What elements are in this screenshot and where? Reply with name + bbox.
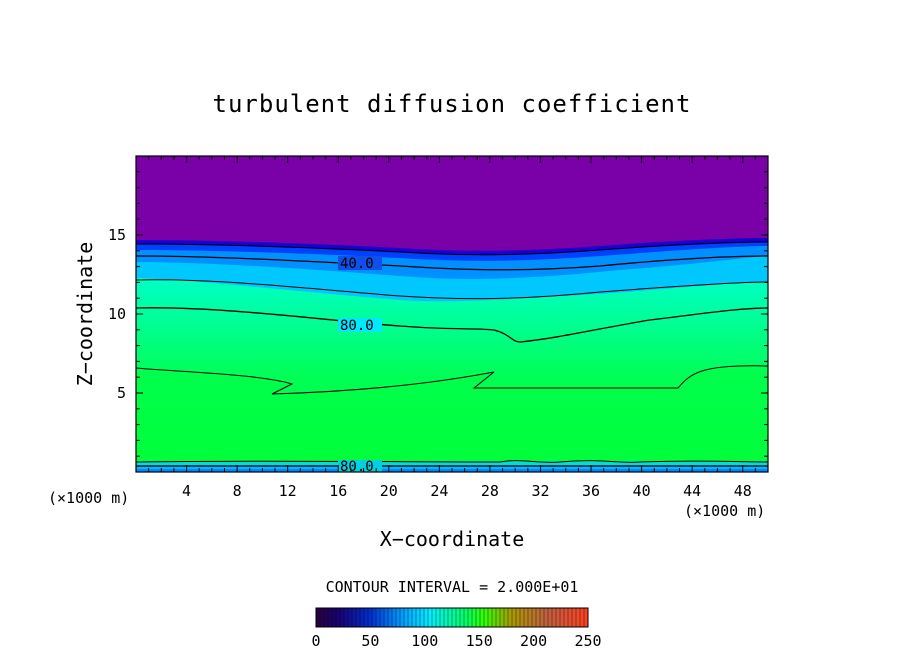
band-purple [136, 156, 768, 251]
x-tick-label: 28 [481, 482, 499, 500]
contour-line [136, 255, 768, 271]
y-tick-labels: 5 10 15 [108, 226, 126, 402]
colorbar-stripes [319, 608, 585, 627]
contour-label: 80.0 [340, 459, 374, 475]
green-region [136, 365, 768, 472]
x-tick-label: 12 [279, 482, 297, 500]
x-tick-label: 44 [683, 482, 701, 500]
x-tick-label: 48 [734, 482, 752, 500]
x-tick-label: 40 [633, 482, 651, 500]
contour-line [136, 365, 768, 395]
colorbar-tick-label: 0 [311, 632, 320, 650]
surface-band-1 [136, 461, 768, 465]
colorbar-tick-label: 100 [411, 632, 438, 650]
colorbar-tick-label: 250 [574, 632, 601, 650]
x-tick-label: 36 [582, 482, 600, 500]
y-tick-label: 15 [108, 226, 126, 244]
colorbar-tick-label: 150 [466, 632, 493, 650]
colorbar-tick-label: 200 [520, 632, 547, 650]
y-axis-label: Z−coordinate [73, 242, 97, 387]
y-tick-label: 5 [117, 384, 126, 402]
y-tick-label: 10 [108, 305, 126, 323]
colorbar-tick-labels: 0 50 100 150 200 250 [311, 632, 601, 650]
x-tick-label: 16 [329, 482, 347, 500]
colorbar-tick-label: 50 [361, 632, 379, 650]
contour-interval-label: CONTOUR INTERVAL = 2.000E+01 [326, 578, 579, 596]
contour-label-bg [338, 460, 382, 472]
contour-line [136, 279, 768, 300]
contour-label: 80.0 [340, 318, 374, 334]
contour-label: 40.0 [340, 256, 374, 272]
axis-ticks [136, 156, 768, 472]
x-tick-label: 20 [380, 482, 398, 500]
contour-line [136, 307, 768, 343]
contour-line [136, 241, 768, 256]
heatmap-field: 40.0 80.0 80.0 [136, 156, 768, 475]
x-tick-label: 32 [531, 482, 549, 500]
x-tick-labels: 4 8 12 16 20 24 28 32 36 40 44 48 [182, 482, 752, 500]
surface-band-2 [136, 465, 768, 469]
x-tick-label: 8 [233, 482, 242, 500]
chart-title: turbulent diffusion coefficient [213, 90, 692, 118]
contour-label-bg [338, 318, 382, 332]
x-tick-label: 4 [182, 482, 191, 500]
x-unit-left: (×1000 m) [48, 489, 129, 507]
contour-label-group: 40.0 80.0 80.0 [338, 256, 382, 475]
x-axis-label: X−coordinate [380, 527, 525, 551]
x-unit-right: (×1000 m) [684, 502, 765, 520]
contour-line [136, 460, 768, 463]
x-tick-label: 24 [430, 482, 448, 500]
contour-label-bg [338, 256, 382, 270]
